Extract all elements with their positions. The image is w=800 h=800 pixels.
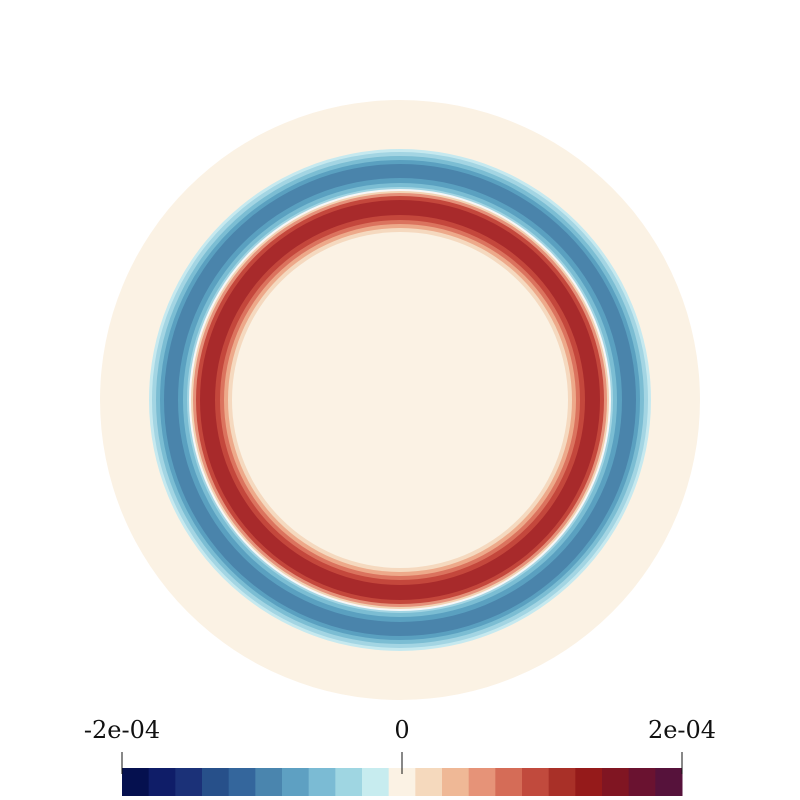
color-swatch (335, 768, 363, 796)
tick-label: -2e-04 (84, 716, 160, 744)
color-swatch (548, 768, 576, 796)
color-swatch (655, 768, 683, 796)
color-swatch (602, 768, 630, 796)
color-swatch (255, 768, 283, 796)
color-swatch (282, 768, 310, 796)
color-swatch (495, 768, 523, 796)
color-swatch (575, 768, 603, 796)
color-swatch (442, 768, 470, 796)
color-swatch (468, 768, 496, 796)
color-swatch (202, 768, 230, 796)
tick-label: 0 (394, 716, 409, 744)
color-swatch (228, 768, 256, 796)
tick-label: 2e-04 (648, 716, 716, 744)
color-swatch (122, 768, 150, 796)
color-swatch (308, 768, 336, 796)
field (100, 100, 700, 700)
color-swatch (175, 768, 203, 796)
ring (232, 232, 568, 568)
color-swatch (522, 768, 550, 796)
colorbar: -2e-04 0 2e-04 (84, 716, 716, 796)
color-swatch (148, 768, 176, 796)
color-swatch (362, 768, 390, 796)
color-swatch (415, 768, 443, 796)
color-swatch (628, 768, 656, 796)
